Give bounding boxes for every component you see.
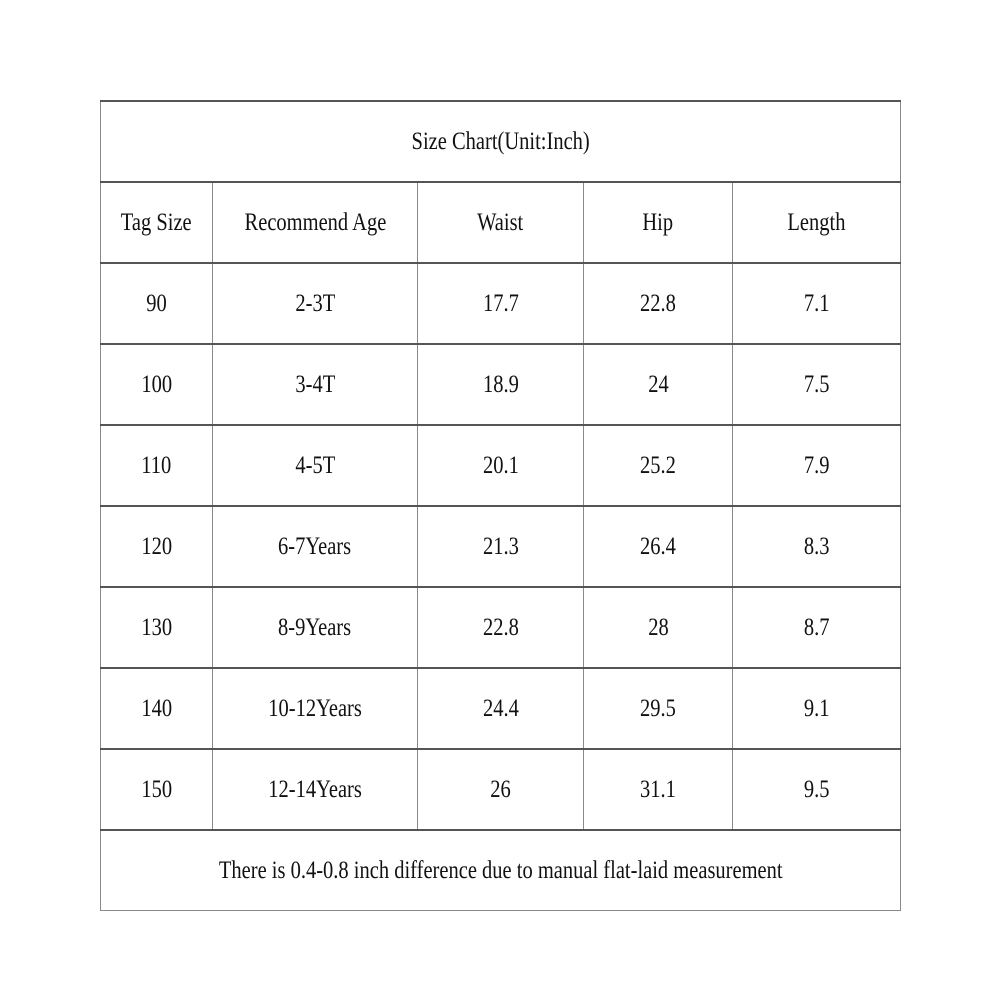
table-row: 140 10-12Years 24.4 29.5 9.1 [100,667,902,750]
cell-recommend-age: 2-3T [295,289,335,317]
header-waist: Waist [477,208,524,236]
cell-recommend-age: 10-12Years [268,694,362,722]
cell-hip: 29.5 [640,694,676,722]
cell-waist: 18.9 [482,370,519,398]
header-row: Tag Size Recommend Age Waist Hip Length [100,181,902,264]
cell-recommend-age: 12-14Years [268,775,362,803]
cell-recommend-age: 3-4T [295,370,335,398]
cell-waist: 20.1 [482,451,519,479]
cell-hip: 28 [647,613,669,641]
cell-tag-size: 150 [141,775,172,803]
cell-hip: 25.2 [640,451,676,479]
cell-recommend-age: 4-5T [295,451,335,479]
note-row: There is 0.4-0.8 inch difference due to … [99,829,902,911]
table-row: 150 12-14Years 26 31.1 9.5 [100,748,902,831]
table-row: 130 8-9Years 22.8 28 8.7 [100,586,902,669]
cell-recommend-age: 8-9Years [278,613,352,641]
cell-tag-size: 90 [146,289,167,317]
cell-hip: 24 [647,370,669,398]
table-title: Size Chart(Unit:Inch) [411,127,590,155]
cell-length: 7.1 [803,289,830,317]
cell-length: 7.5 [803,370,830,398]
table-row: 110 4-5T 20.1 25.2 7.9 [100,424,902,507]
cell-length: 9.1 [803,694,830,722]
cell-waist: 17.7 [482,289,519,317]
cell-tag-size: 100 [141,370,172,398]
table-row: 100 3-4T 18.9 24 7.5 [100,343,902,426]
cell-tag-size: 110 [141,451,172,479]
measurement-note: There is 0.4-0.8 inch difference due to … [218,856,783,884]
cell-waist: 21.3 [482,532,519,560]
cell-hip: 31.1 [640,775,676,803]
cell-waist: 22.8 [482,613,519,641]
header-hip: Hip [642,208,674,236]
size-chart-table: Size Chart(Unit:Inch) Tag Size Recommend… [99,100,902,911]
cell-tag-size: 120 [141,532,172,560]
table-row: 90 2-3T 17.7 22.8 7.1 [100,262,902,345]
cell-hip: 22.8 [640,289,676,317]
title-row: Size Chart(Unit:Inch) [99,100,902,183]
cell-length: 7.9 [803,451,830,479]
header-tag-size: Tag Size [121,208,192,236]
cell-length: 9.5 [803,775,830,803]
header-recommend-age: Recommend Age [244,208,386,236]
cell-waist: 24.4 [482,694,519,722]
cell-hip: 26.4 [640,532,676,560]
table-row: 120 6-7Years 21.3 26.4 8.3 [100,505,902,588]
cell-waist: 26 [490,775,511,803]
cell-length: 8.3 [803,532,830,560]
cell-tag-size: 140 [141,694,172,722]
cell-tag-size: 130 [141,613,172,641]
cell-recommend-age: 6-7Years [278,532,352,560]
header-length: Length [787,208,846,236]
cell-length: 8.7 [803,613,830,641]
